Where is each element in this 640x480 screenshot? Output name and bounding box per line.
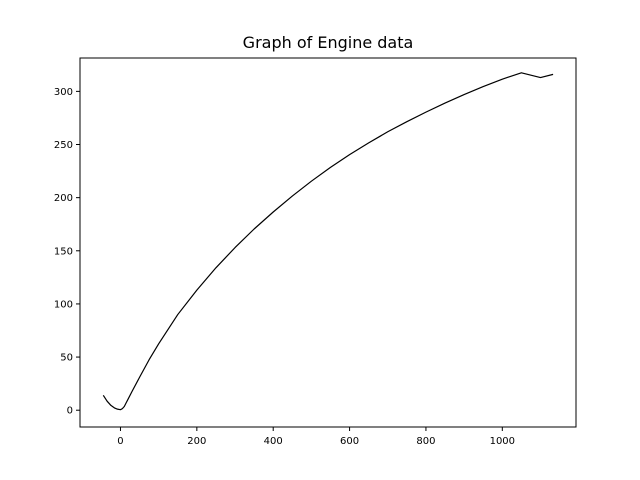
x-tick-label: 400 [264, 436, 283, 447]
x-tick-label: 0 [117, 436, 123, 447]
x-tick-label: 1000 [490, 436, 515, 447]
y-tick-label: 200 [54, 193, 73, 204]
y-tick-label: 300 [54, 87, 73, 98]
y-tick-label: 250 [54, 140, 73, 151]
chart-title: Graph of Engine data [243, 33, 414, 52]
y-axis: 0 50 100 150 200 250 300 [54, 87, 80, 417]
series-layer [102, 72, 554, 411]
x-tick-label: 200 [187, 436, 206, 447]
series-line [102, 72, 554, 411]
x-axis: 0 200 400 600 800 1000 [117, 427, 515, 447]
plot-area-frame [79, 57, 577, 428]
y-tick-label: 100 [54, 299, 73, 310]
x-tick-label: 600 [340, 436, 359, 447]
y-tick-label: 50 [60, 353, 73, 364]
x-tick-label: 800 [416, 436, 435, 447]
y-tick-label: 150 [54, 246, 73, 257]
y-tick-label: 0 [67, 406, 73, 417]
